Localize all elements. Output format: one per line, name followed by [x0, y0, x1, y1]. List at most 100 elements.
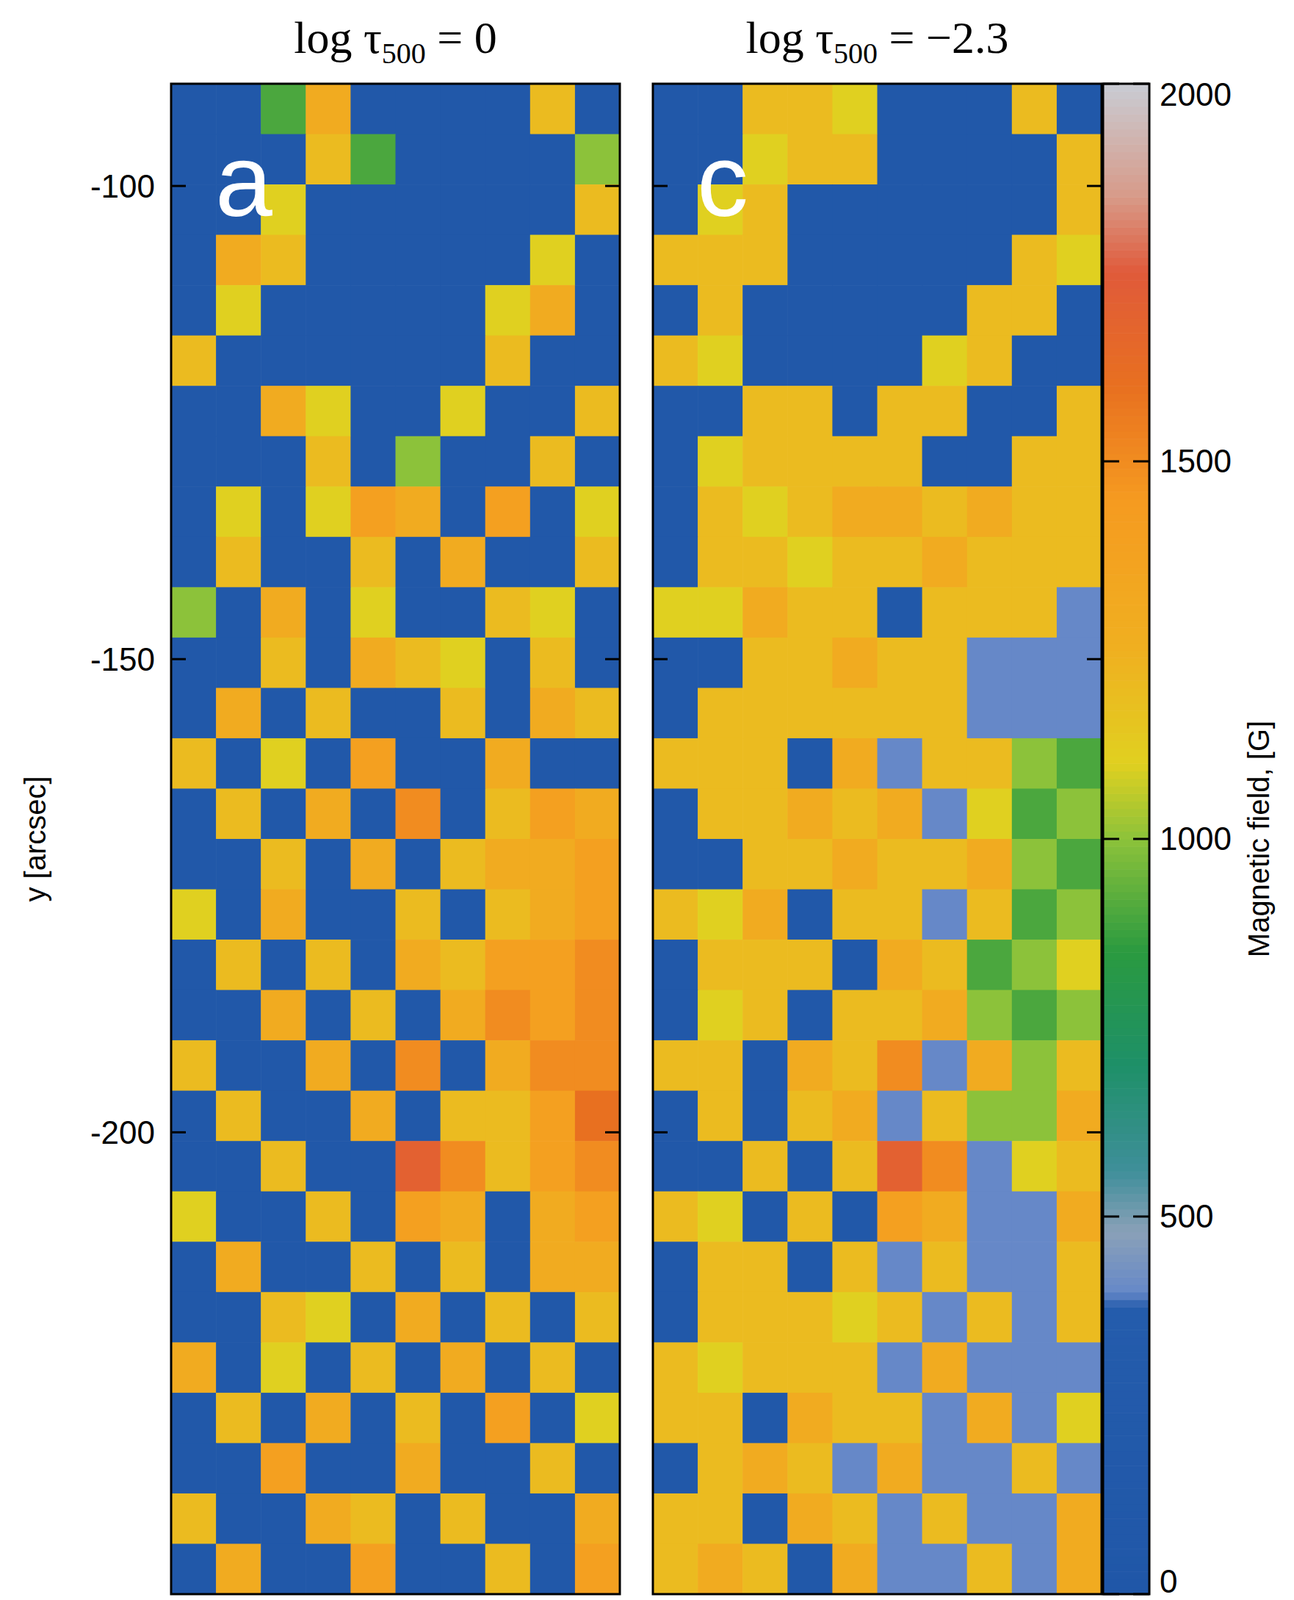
heatmap-cell	[215, 637, 262, 689]
heatmap-cell	[530, 134, 576, 186]
colorbar-step	[1103, 129, 1150, 138]
colorbar-tick	[1103, 82, 1120, 86]
heatmap-cell	[787, 1392, 833, 1444]
heatmap-cell	[350, 1291, 396, 1343]
heatmap-cell	[440, 134, 487, 186]
heatmap-cell	[215, 1140, 262, 1192]
colorbar-step	[1103, 1570, 1150, 1579]
heatmap-cell	[575, 1392, 620, 1444]
colorbar-tick	[1103, 1592, 1120, 1596]
colorbar-step	[1103, 566, 1150, 576]
heatmap-cell	[260, 1392, 307, 1444]
heatmap-cell	[742, 586, 789, 638]
heatmap-cell	[395, 1039, 442, 1091]
colorbar-step	[1103, 152, 1150, 161]
colorbar-step	[1103, 597, 1150, 606]
heatmap-cell	[485, 1090, 531, 1142]
heatmap-cell	[350, 235, 396, 286]
heatmap-cell	[877, 486, 924, 537]
heatmap-cell	[395, 1140, 442, 1192]
heatmap-cell	[171, 1241, 217, 1292]
heatmap-cell	[697, 687, 744, 739]
heatmap-cell	[1011, 1542, 1058, 1594]
heatmap-cell	[1011, 335, 1058, 387]
colorbar-step	[1103, 1329, 1150, 1338]
colorbar-step	[1103, 136, 1150, 145]
heatmap-cell	[305, 536, 352, 588]
heatmap-cell	[787, 1241, 833, 1292]
y-tick-label: -150	[90, 641, 155, 678]
heatmap-cell	[877, 335, 924, 387]
panel-title: log τ500 = −2.3	[745, 12, 1009, 70]
heatmap-cell	[485, 687, 531, 739]
colorbar-step	[1103, 604, 1150, 613]
colorbar-step	[1103, 265, 1150, 274]
heatmap-cell	[350, 184, 396, 236]
colorbar-step	[1103, 574, 1150, 583]
heatmap-cell	[440, 1039, 487, 1091]
heatmap-cell	[922, 939, 968, 990]
heatmap-cell	[832, 1241, 878, 1292]
heatmap-cell	[215, 1392, 262, 1444]
heatmap-cell	[530, 637, 576, 689]
heatmap-cell	[350, 788, 396, 839]
heatmap-cell	[922, 83, 968, 135]
heatmap-cell	[1056, 1493, 1102, 1544]
heatmap-cell	[652, 1341, 699, 1393]
colorbar-step	[1103, 226, 1150, 236]
heatmap-cell	[787, 788, 833, 839]
heatmap-cell	[350, 1493, 396, 1544]
heatmap-cell	[440, 738, 487, 789]
heatmap-cell	[575, 83, 620, 135]
heatmap-cell	[922, 738, 968, 789]
colorbar-step	[1103, 1556, 1150, 1565]
heatmap-cell	[787, 1039, 833, 1091]
heatmap-cell	[395, 989, 442, 1041]
colorbar-step	[1103, 1465, 1150, 1474]
heatmap-cell	[652, 687, 699, 739]
heatmap-cell	[922, 184, 968, 236]
heatmap-cell	[530, 1140, 576, 1192]
heatmap-cell	[877, 284, 924, 336]
heatmap-cell	[440, 1140, 487, 1192]
heatmap-cell	[530, 83, 576, 135]
heatmap-cell	[922, 284, 968, 336]
heatmap-cell	[1011, 1392, 1058, 1444]
heatmap-cell	[440, 838, 487, 890]
colorbar-step	[1103, 1011, 1150, 1021]
heatmap-cell	[652, 385, 699, 437]
heatmap-cell	[1011, 83, 1058, 135]
colorbar-step	[1103, 392, 1150, 401]
heatmap-cell	[967, 335, 1013, 387]
heatmap-cell	[832, 738, 878, 789]
colorbar-step	[1103, 649, 1150, 659]
heatmap-cell	[1056, 1291, 1102, 1343]
heatmap-cell	[530, 1039, 576, 1091]
colorbar-step	[1103, 408, 1150, 417]
colorbar-step	[1103, 1133, 1150, 1142]
colorbar-step	[1103, 249, 1150, 258]
colorbar-step	[1103, 438, 1150, 447]
colorbar-step	[1103, 876, 1150, 885]
heatmap-cell	[877, 235, 924, 286]
heatmap-cell	[171, 637, 217, 689]
heatmap-cell	[440, 586, 487, 638]
heatmap-cell	[1011, 586, 1058, 638]
heatmap-cell	[395, 1090, 442, 1142]
colorbar-step	[1103, 212, 1150, 221]
heatmap-cell	[697, 1493, 744, 1544]
colorbar-step	[1103, 83, 1150, 92]
heatmap-cell	[215, 536, 262, 588]
heatmap-cell	[1056, 1140, 1102, 1192]
heatmap-cell	[787, 637, 833, 689]
colorbar-step	[1103, 770, 1150, 779]
heatmap-cell	[742, 134, 789, 186]
heatmap-cell	[395, 1442, 442, 1494]
heatmap-cell	[832, 284, 878, 336]
heatmap-cell	[575, 939, 620, 990]
heatmap-cell	[652, 838, 699, 890]
colorbar-step	[1103, 325, 1150, 334]
colorbar-step	[1103, 914, 1150, 923]
colorbar-step	[1103, 1147, 1150, 1156]
heatmap-cell	[742, 989, 789, 1041]
